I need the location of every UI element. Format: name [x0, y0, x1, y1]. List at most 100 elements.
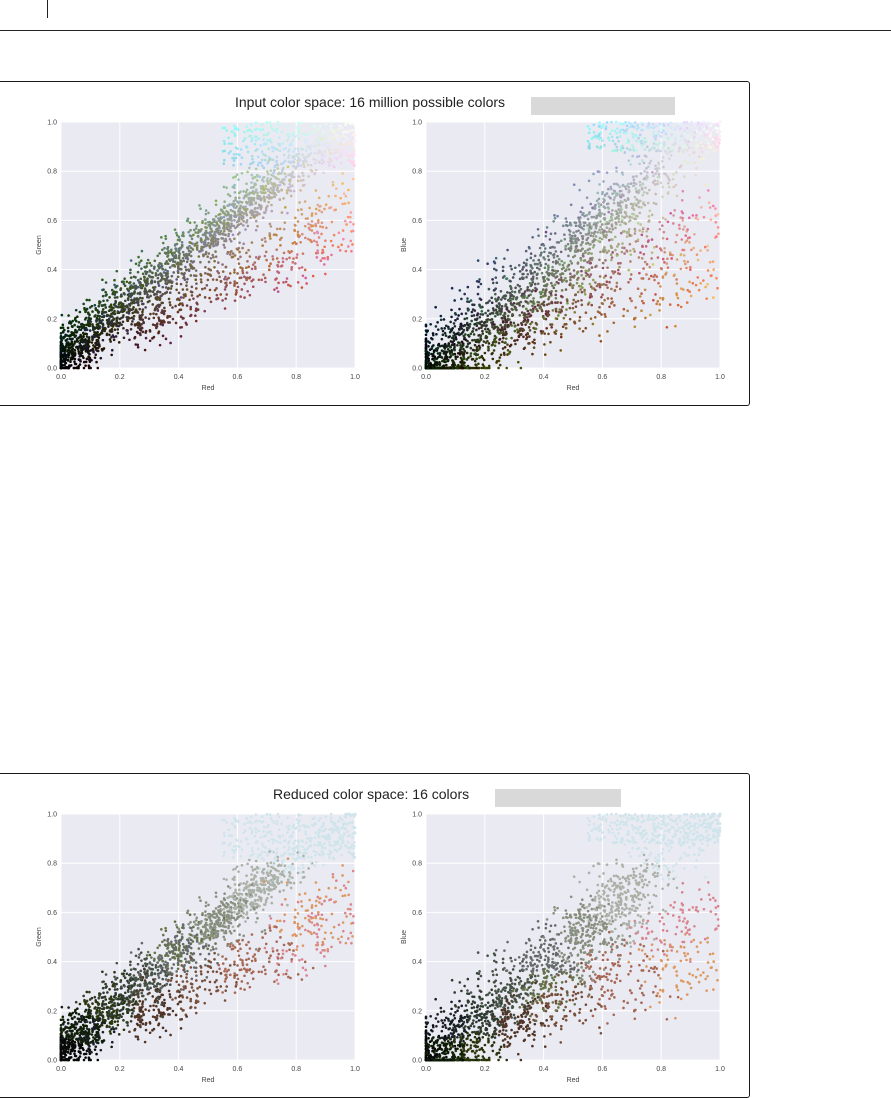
scatter-point	[658, 141, 662, 145]
scatter-point	[572, 231, 575, 234]
scatter-point	[588, 296, 592, 299]
scatter-point	[219, 218, 222, 221]
scatter-point	[621, 246, 624, 250]
scatter-point	[284, 147, 288, 150]
scatter-point	[514, 266, 517, 270]
scatter-point	[170, 284, 174, 288]
scatter-point	[298, 132, 301, 136]
scatter-point	[271, 158, 274, 162]
scatter-point	[148, 261, 152, 265]
scatter-point	[301, 232, 304, 236]
scatter-point	[606, 266, 609, 269]
scatter-point	[485, 318, 488, 322]
scatter-point	[647, 277, 651, 281]
scatter-point	[592, 243, 596, 247]
scatter-point	[508, 318, 511, 321]
scatter-point	[718, 134, 722, 138]
scatter-point	[168, 259, 172, 263]
scatter-point	[686, 143, 689, 146]
scatter-point	[254, 219, 258, 223]
scatter-plot-red-blue-input: 0.0 0.2 0.4 0.6 0.8 1.00.00.20.40.60.81.0RedB…	[401, 120, 725, 393]
scatter-point	[240, 156, 244, 159]
scatter-point	[306, 145, 310, 149]
scatter-point	[137, 255, 140, 259]
scatter-point	[61, 344, 65, 348]
scatter-point	[83, 339, 86, 342]
scatter-point	[349, 239, 353, 243]
scatter-point	[622, 122, 626, 126]
scatter-point	[128, 292, 132, 296]
scatter-point	[145, 270, 149, 274]
scatter-point	[641, 193, 645, 197]
x-tick-label: 0.8	[291, 374, 301, 381]
scatter-point	[286, 186, 290, 190]
scatter-point	[286, 211, 289, 215]
scatter-point	[673, 208, 676, 212]
scatter-point	[70, 325, 74, 328]
scatter-point	[668, 136, 672, 139]
scatter-point	[209, 300, 213, 304]
scatter-point	[495, 304, 499, 307]
scatter-point	[320, 133, 323, 137]
scatter-point	[675, 233, 679, 237]
scatter-point	[166, 269, 169, 273]
scatter-point	[673, 140, 677, 144]
scatter-point	[528, 335, 531, 338]
scatter-point	[125, 304, 129, 308]
scatter-point	[250, 161, 254, 165]
scatter-point	[232, 224, 236, 228]
scatter-point	[629, 182, 633, 185]
scatter-point	[174, 321, 178, 325]
scatter-point	[544, 262, 548, 266]
scatter-point	[584, 251, 587, 254]
scatter-point	[553, 283, 557, 286]
scatter-point	[431, 345, 434, 348]
scatter-point	[261, 216, 265, 220]
scatter-point	[587, 131, 591, 135]
scatter-point	[256, 155, 260, 159]
scatter-point	[598, 121, 601, 125]
scatter-point	[171, 317, 175, 321]
scatter-point	[566, 242, 570, 246]
scatter-point	[272, 186, 275, 189]
scatter-point	[621, 242, 624, 245]
scatter-point	[192, 297, 195, 300]
scatter-point	[214, 220, 218, 224]
scatter-point	[316, 251, 320, 255]
scatter-point	[277, 171, 281, 175]
scatter-point	[615, 166, 618, 170]
scatter-point	[614, 221, 617, 224]
scatter-point	[130, 292, 134, 296]
scatter-point	[87, 345, 91, 348]
scatter-point	[601, 302, 605, 306]
scatter-point	[626, 198, 630, 201]
scatter-point	[246, 259, 249, 263]
scatter-point	[567, 254, 570, 258]
scatter-point	[586, 139, 590, 143]
scatter-point	[62, 366, 65, 370]
scatter-point	[86, 342, 90, 346]
x-tick-label: 0.0	[56, 374, 66, 381]
scatter-point	[556, 269, 560, 273]
scatter-point	[501, 276, 505, 279]
scatter-point	[113, 278, 116, 282]
scatter-point	[236, 285, 240, 289]
scatter-point	[271, 188, 274, 192]
scatter-point	[278, 238, 282, 241]
scatter-point	[217, 261, 220, 264]
scatter-point	[672, 185, 675, 189]
scatter-point	[499, 353, 503, 357]
scatter-point	[104, 281, 108, 284]
scatter-point	[669, 211, 672, 215]
scatter-point	[66, 359, 70, 362]
scatter-point	[470, 314, 474, 318]
scatter-point	[322, 132, 325, 135]
scatter-point	[339, 142, 342, 146]
scatter-point	[203, 309, 207, 313]
scatter-point	[683, 175, 686, 178]
scatter-point	[192, 274, 196, 277]
scatter-point	[320, 232, 323, 236]
scatter-point	[61, 360, 65, 363]
scatter-point	[481, 313, 485, 316]
scatter-point	[314, 168, 318, 172]
